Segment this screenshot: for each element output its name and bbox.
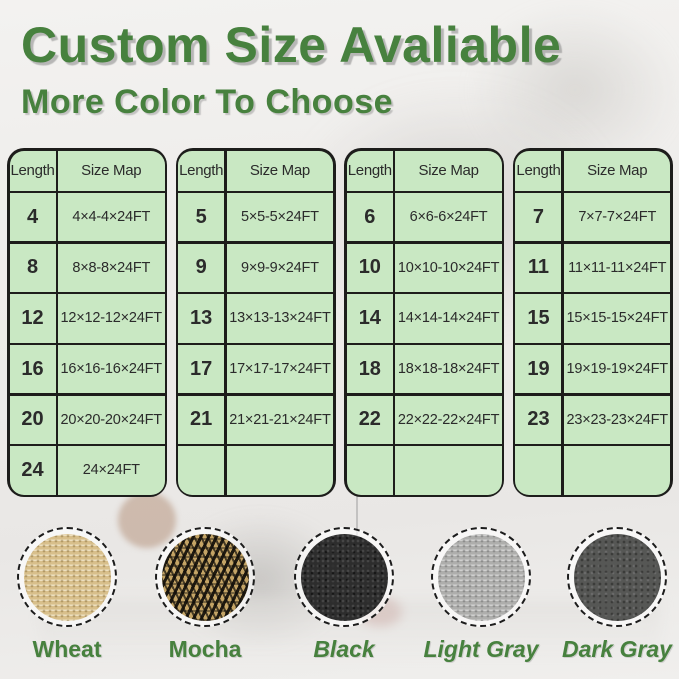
size-map-header: Size Map <box>226 150 334 191</box>
size-map-cell: 22×22-22×24FT <box>395 395 502 444</box>
length-cell: 6 <box>346 193 393 242</box>
length-cell: 20 <box>9 395 56 444</box>
swatch-label-black: Black <box>313 636 375 662</box>
size-map-cell: 14×14-14×24FT <box>395 294 502 343</box>
size-map-cell: 24×24FT <box>58 446 165 495</box>
size-map-cell: 17×17-17×24FT <box>226 345 334 394</box>
page-subtitle: More Color To Choose <box>21 83 394 121</box>
size-map-header: Size Map <box>58 150 165 191</box>
size-map-cell: 13×13-13×24FT <box>226 294 334 343</box>
length-cell: 5 <box>178 193 225 242</box>
size-map-cell: 23×23-23×24FT <box>563 395 671 444</box>
swatch-light-gray <box>431 527 531 627</box>
length-cell: 16 <box>9 345 56 394</box>
swatch-black <box>294 527 394 627</box>
size-map-cell: 15×15-15×24FT <box>563 294 671 343</box>
size-map-cell: 18×18-18×24FT <box>395 345 502 394</box>
size-map-cell <box>563 446 671 495</box>
length-cell: 17 <box>178 345 225 394</box>
size-table-2: Length Size Map 5 5×5-5×24FT 9 9×9-9×24FT 13 13… <box>175 148 336 497</box>
size-map-cell: 20×20-20×24FT <box>58 395 165 444</box>
length-cell: 21 <box>178 395 225 444</box>
length-cell: 22 <box>346 395 393 444</box>
size-table-3: Length Size Map 6 6×6-6×24FT 10 10×10-10×24FT… <box>344 148 505 497</box>
size-map-cell: 11×11-11×24FT <box>563 243 671 292</box>
size-map-cell: 19×19-19×24FT <box>563 345 671 394</box>
length-cell <box>515 446 562 495</box>
length-cell: 15 <box>515 294 562 343</box>
size-map-cell: 12×12-12×24FT <box>58 294 165 343</box>
size-map-cell: 9×9-9×24FT <box>226 243 334 292</box>
length-cell: 18 <box>346 345 393 394</box>
length-header: Length <box>9 150 56 191</box>
size-map-cell: 6×6-6×24FT <box>395 193 502 242</box>
swatch-label-mocha: Mocha <box>168 636 242 662</box>
length-cell: 23 <box>515 395 562 444</box>
swatch-label-wheat: Wheat <box>32 636 102 662</box>
size-map-cell: 10×10-10×24FT <box>395 243 502 292</box>
length-cell: 14 <box>346 294 393 343</box>
length-cell: 10 <box>346 243 393 292</box>
length-cell: 13 <box>178 294 225 343</box>
size-tables: Length Size Map 4 4×4-4×24FT 8 8×8-8×24FT 12 12… <box>7 148 673 497</box>
swatch-label-dark-gray: Dark Gray <box>562 636 672 662</box>
length-cell: 11 <box>515 243 562 292</box>
length-header: Length <box>346 150 393 191</box>
length-cell <box>178 446 225 495</box>
length-cell: 8 <box>9 243 56 292</box>
length-cell: 19 <box>515 345 562 394</box>
length-cell: 24 <box>9 446 56 495</box>
swatch-label-light-gray: Light Gray <box>423 636 539 662</box>
size-table-1: Length Size Map 4 4×4-4×24FT 8 8×8-8×24FT 12 12… <box>7 148 167 497</box>
size-map-cell <box>395 446 502 495</box>
length-cell: 7 <box>515 193 562 242</box>
wheat-fabric-texture <box>23 533 111 621</box>
length-cell: 9 <box>178 243 225 292</box>
size-map-cell: 4×4-4×24FT <box>58 193 165 242</box>
size-map-cell: 21×21-21×24FT <box>226 395 334 444</box>
black-fabric-texture <box>300 533 388 621</box>
length-header: Length <box>178 150 225 191</box>
swatch-dark-gray <box>567 527 667 627</box>
length-cell: 4 <box>9 193 56 242</box>
size-map-cell: 8×8-8×24FT <box>58 243 165 292</box>
mocha-fabric-texture <box>161 533 249 621</box>
swatch-mocha <box>155 527 255 627</box>
length-cell: 12 <box>9 294 56 343</box>
size-map-cell: 7×7-7×24FT <box>563 193 671 242</box>
size-map-cell: 16×16-16×24FT <box>58 345 165 394</box>
swatch-wheat <box>17 527 117 627</box>
size-map-cell <box>226 446 334 495</box>
length-cell <box>346 446 393 495</box>
light-gray-fabric-texture <box>437 533 525 621</box>
dark-gray-fabric-texture <box>573 533 661 621</box>
size-map-cell: 5×5-5×24FT <box>226 193 334 242</box>
